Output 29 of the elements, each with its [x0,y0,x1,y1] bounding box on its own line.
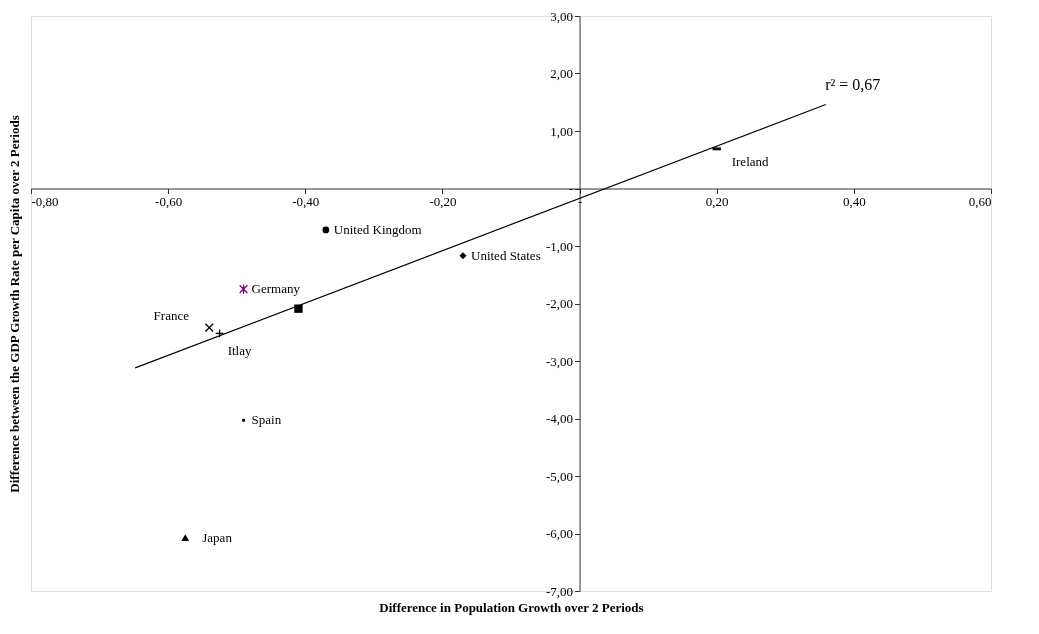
y-tick-label: 3,00 [550,8,574,24]
series-label: Germany [251,281,301,297]
y-tick-label: 2,00 [550,66,574,81]
y-tick-label: - [568,181,574,196]
series-label: Spain [251,412,282,428]
y-tick-label: 1,00 [550,123,574,139]
x-tick-label: -0,80 [31,194,59,209]
series-label: Itlay [227,343,252,359]
x-tick-label: 0,20 [705,194,729,209]
series-label: Ireland [731,153,770,169]
annotation: r² = 0,67 [825,75,881,93]
y-tick-label: -5,00 [545,468,574,484]
y-axis-title: Difference between the GDP Growth Rate per Capita over 2 Periods [6,115,22,493]
x-axis-title: Difference in Population Growth over 2 Periods [379,599,644,615]
y-tick-label: -7,00 [545,583,574,599]
y-tick-label: -1,00 [545,238,574,254]
y-tick-label: -6,00 [545,526,574,541]
x-tick-label: -0,40 [292,194,320,209]
series-label: United Kingdom [333,221,422,237]
series-label: France [153,307,190,323]
y-tick-label: -3,00 [545,353,574,369]
series-label: Japan [202,529,233,545]
y-tick-label: -4,00 [545,411,574,426]
x-tick-label: -0,60 [155,194,183,209]
series-label: United States [471,247,541,263]
y-tick-label: -2,00 [545,296,574,311]
x-tick-label: 0,60 [968,194,992,209]
x-tick-label: -0,20 [429,194,457,209]
x-tick-label: 0,40 [842,194,866,209]
